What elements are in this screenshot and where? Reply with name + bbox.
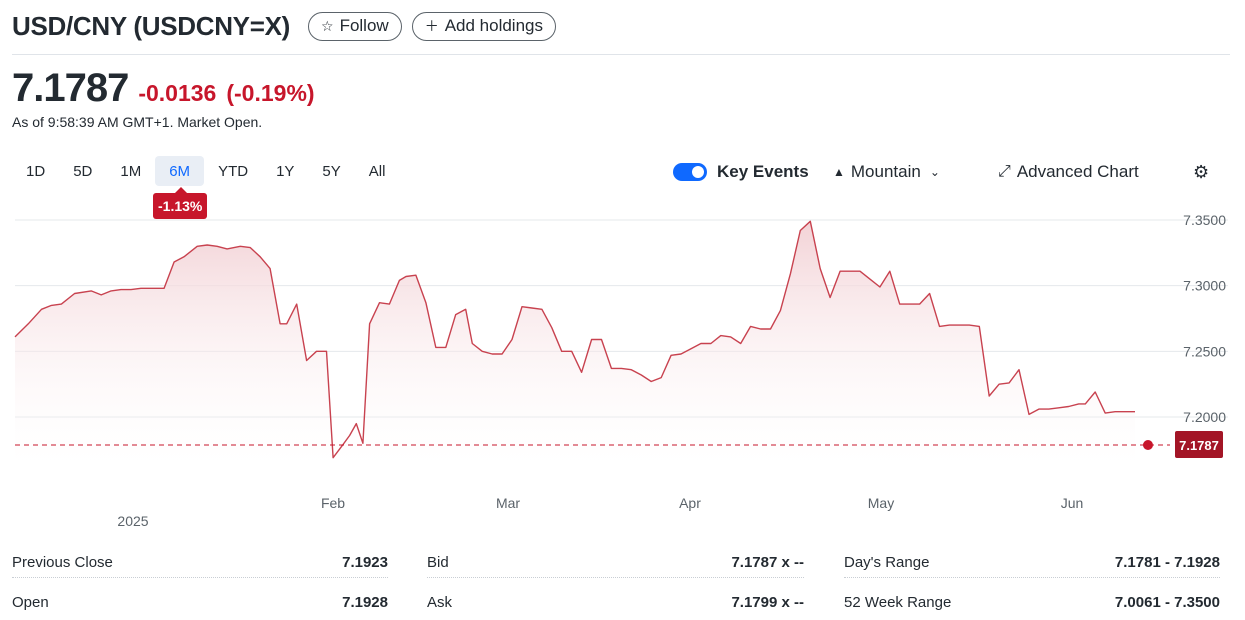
stat-value: 7.0061 - 7.3500 [1114,593,1220,611]
chevron-down-icon: ⌄ [929,165,940,179]
mountain-icon: ▲ [833,165,845,179]
y-tick-label: 7.2000 [1183,409,1226,425]
key-events-toggle[interactable]: Key Events [673,158,809,186]
range-tabs: 1D 5D 1M 6M YTD 1Y 5Y All [12,156,399,186]
add-holdings-label: Add holdings [444,16,543,35]
key-events-label: Key Events [717,162,809,181]
range-tab-1m[interactable]: 1M [120,162,142,180]
price-change-percent: (-0.19%) [226,80,315,106]
x-tick-label: Feb [321,495,345,511]
stat-label: Day's Range [844,554,930,571]
advanced-chart-button[interactable]: ⤢ Advanced Chart [998,158,1139,186]
follow-button[interactable]: ☆ Follow [308,11,402,41]
current-price: 7.1787 [12,66,129,110]
y-tick-label: 7.3000 [1183,278,1226,294]
stat-value: 7.1787 x -- [731,554,804,571]
price-area [15,221,1135,481]
x-tick-label: Jun [1061,495,1084,511]
y-tick-label: 7.2500 [1183,343,1226,359]
range-tab-5y[interactable]: 5Y [322,162,341,180]
advanced-chart-label: Advanced Chart [1016,162,1139,181]
stat-row: Bid 7.1787 x -- [427,548,804,578]
stat-value: 7.1781 - 7.1928 [1114,554,1220,571]
stat-row: 52 Week Range 7.0061 - 7.3500 [844,587,1220,617]
x-tick-label: May [868,495,894,511]
x-tick-label: Apr [679,495,701,511]
range-tab-1d[interactable]: 1D [26,162,46,180]
stat-row: Ask 7.1799 x -- [427,587,804,617]
chart-settings-button[interactable]: ⚙ [1193,158,1209,186]
stat-row: Day's Range 7.1781 - 7.1928 [844,548,1220,578]
range-tab-1y[interactable]: 1Y [276,162,295,180]
last-price-marker [1143,439,1153,450]
x-tick-label: Mar [496,495,520,511]
expand-icon: ⤢ [998,163,1011,180]
stat-label: 52 Week Range [844,593,952,611]
stat-label: Ask [427,593,453,611]
add-holdings-button[interactable]: ＋ Add holdings [411,11,556,41]
stat-label: Bid [427,554,449,571]
star-icon: ☆ [321,17,334,34]
stat-value: 7.1928 [342,593,388,611]
stat-label: Open [12,593,49,611]
quote-header: USD/CNY (USDCNY=X) ☆ Follow ＋ Add holdin… [12,8,556,44]
toggle-switch[interactable] [673,163,707,181]
range-performance-badge: -1.13% [153,187,208,219]
follow-label: Follow [339,16,389,35]
last-price-badge [1175,430,1223,458]
stat-row: Open 7.1928 [12,587,388,617]
quote-price-block: 7.1787 -0.0136 (-0.19%) [12,66,315,111]
stat-value: 7.1799 x -- [731,593,804,611]
chart-type-label: Mountain [850,162,921,181]
stat-label: Previous Close [12,554,113,571]
last-price-label: 7.1787 [1179,438,1219,453]
y-tick-label: 7.3500 [1183,212,1226,228]
gear-icon: ⚙ [1193,161,1210,182]
x-year-label: 2025 [117,513,148,529]
range-tab-6m[interactable]: 6M [155,156,205,186]
stat-row: Previous Close 7.1923 [12,548,388,578]
page-title: USD/CNY (USDCNY=X) [12,10,290,41]
range-tab-5d[interactable]: 5D [73,162,93,180]
stat-value: 7.1923 [342,554,388,571]
range-tab-ytd[interactable]: YTD [218,162,249,180]
quote-timestamp: As of 9:58:39 AM GMT+1. Market Open. [12,114,263,130]
plus-icon: ＋ [424,18,439,34]
price-change: -0.0136 [138,80,217,106]
price-line [14,220,1135,459]
header-divider [12,54,1230,55]
range-tab-all[interactable]: All [368,162,386,180]
chart-type-dropdown[interactable]: ▲ Mountain ⌄ [833,158,940,186]
